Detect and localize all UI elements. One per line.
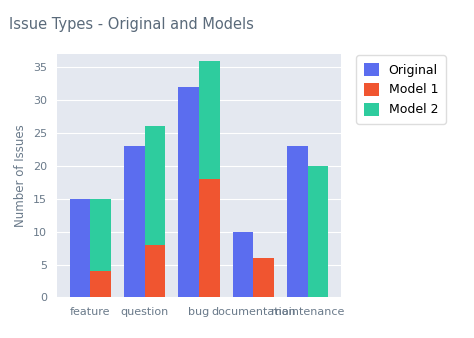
Bar <box>254 258 274 297</box>
Bar <box>308 166 328 297</box>
Bar <box>145 245 165 297</box>
Bar <box>287 146 308 297</box>
Bar <box>145 126 165 245</box>
Bar <box>199 179 220 297</box>
Text: Issue Types - Original and Models: Issue Types - Original and Models <box>9 17 255 32</box>
Bar <box>124 146 145 297</box>
Bar <box>91 271 111 297</box>
Legend: Original, Model 1, Model 2: Original, Model 1, Model 2 <box>356 55 446 124</box>
Y-axis label: Number of Issues: Number of Issues <box>15 124 27 227</box>
Bar <box>199 61 220 179</box>
Bar <box>178 87 199 297</box>
Bar <box>233 232 254 297</box>
Bar <box>70 199 91 297</box>
Bar <box>91 199 111 271</box>
